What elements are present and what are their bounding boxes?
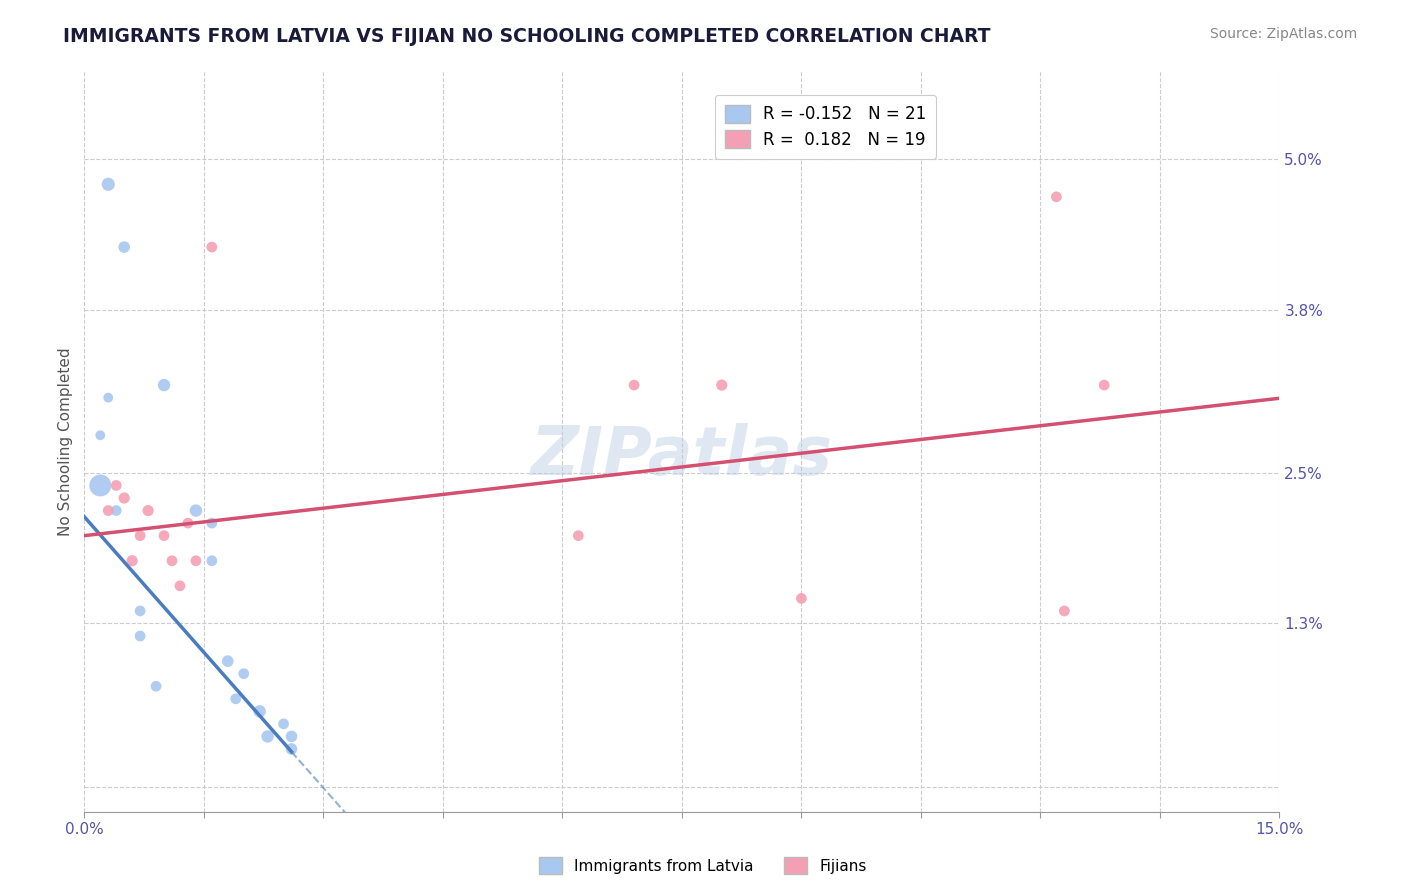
Point xyxy=(184,554,207,568)
Point xyxy=(121,554,143,568)
Legend: Immigrants from Latvia, Fijians: Immigrants from Latvia, Fijians xyxy=(533,851,873,880)
Point xyxy=(89,428,111,442)
Point xyxy=(225,691,247,706)
Text: Source: ZipAtlas.com: Source: ZipAtlas.com xyxy=(1209,27,1357,41)
Point xyxy=(710,378,733,392)
Point xyxy=(112,240,135,254)
Point xyxy=(153,378,176,392)
Point xyxy=(177,516,200,530)
Point xyxy=(97,503,120,517)
Text: ZIPatlas: ZIPatlas xyxy=(531,424,832,490)
Point xyxy=(105,478,128,492)
Point xyxy=(232,666,254,681)
Point xyxy=(280,730,302,744)
Point xyxy=(160,554,183,568)
Point xyxy=(145,679,167,693)
Point xyxy=(184,503,207,517)
Point xyxy=(623,378,645,392)
Y-axis label: No Schooling Completed: No Schooling Completed xyxy=(58,347,73,536)
Point xyxy=(280,742,302,756)
Point xyxy=(1045,190,1067,204)
Legend: R = -0.152   N = 21, R =  0.182   N = 19: R = -0.152 N = 21, R = 0.182 N = 19 xyxy=(714,95,936,159)
Point xyxy=(201,240,224,254)
Point xyxy=(153,529,176,543)
Point xyxy=(105,503,128,517)
Text: IMMIGRANTS FROM LATVIA VS FIJIAN NO SCHOOLING COMPLETED CORRELATION CHART: IMMIGRANTS FROM LATVIA VS FIJIAN NO SCHO… xyxy=(63,27,991,45)
Point xyxy=(129,604,152,618)
Point xyxy=(567,529,589,543)
Point xyxy=(217,654,239,668)
Point xyxy=(273,717,295,731)
Point xyxy=(97,178,120,192)
Point xyxy=(97,391,120,405)
Point xyxy=(129,629,152,643)
Point xyxy=(256,730,278,744)
Point xyxy=(169,579,191,593)
Point xyxy=(1053,604,1076,618)
Point xyxy=(201,554,224,568)
Point xyxy=(112,491,135,505)
Point xyxy=(136,503,159,517)
Point xyxy=(201,516,224,530)
Point xyxy=(790,591,813,606)
Point xyxy=(129,529,152,543)
Point xyxy=(89,478,111,492)
Point xyxy=(1092,378,1115,392)
Point xyxy=(249,704,271,718)
